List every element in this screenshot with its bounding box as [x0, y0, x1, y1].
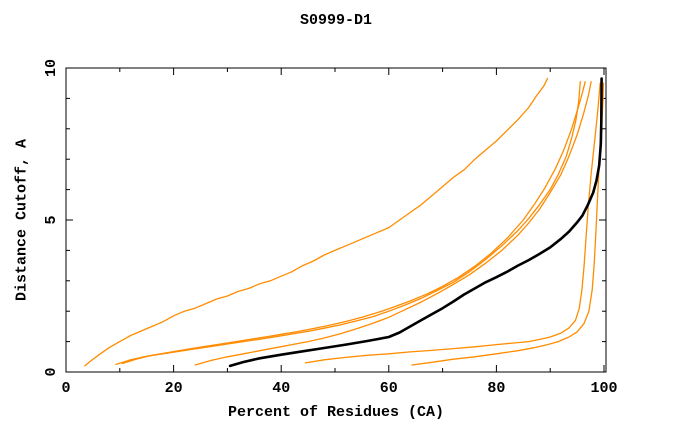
model-curve — [84, 77, 549, 367]
x-tick-label: 20 — [165, 380, 183, 397]
model-curve — [121, 81, 586, 365]
y-axis-label: Distance Cutoff, A — [13, 138, 31, 302]
model-curve — [115, 81, 581, 366]
model-curve — [194, 81, 592, 366]
y-tick-label: 10 — [43, 59, 60, 77]
model-curve — [304, 82, 601, 364]
x-tick-label: 60 — [380, 380, 398, 397]
chart-title: S0999-D1 — [299, 12, 373, 29]
x-tick-label: 100 — [590, 380, 617, 397]
x-axis-label: Percent of Residues (CA) — [227, 404, 445, 421]
y-tick-label: 5 — [43, 215, 60, 224]
x-tick-label: 40 — [272, 380, 290, 397]
reference-curve — [228, 77, 603, 368]
y-tick-label: 0 — [43, 367, 60, 376]
x-tick-label: 80 — [487, 380, 505, 397]
x-tick-label: 0 — [61, 380, 70, 397]
model-curve — [411, 82, 605, 366]
